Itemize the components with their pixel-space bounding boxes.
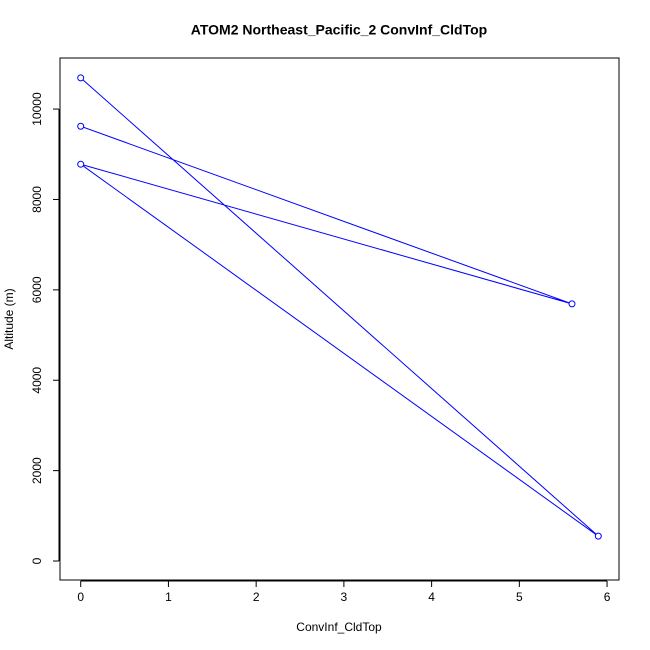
- chart-title: ATOM2 Northeast_Pacific_2 ConvInf_CldTop: [191, 22, 487, 38]
- y-tick-label: 10000: [30, 92, 44, 126]
- x-tick-label: 6: [604, 590, 611, 604]
- point: [77, 122, 85, 130]
- point: [77, 74, 85, 82]
- x-tick-label: 2: [253, 590, 260, 604]
- y-tick-label: 8000: [30, 186, 44, 213]
- x-tick-label: 5: [516, 590, 523, 604]
- x-axis-label: ConvInf_CldTop: [296, 620, 382, 634]
- point: [77, 160, 85, 168]
- point: [594, 532, 602, 540]
- x-tick-label: 0: [77, 590, 84, 604]
- plot-frame: [59, 57, 620, 581]
- x-tick-label: 1: [165, 590, 172, 604]
- y-tick-label: 0: [30, 557, 44, 564]
- x-tick-label: 4: [428, 590, 435, 604]
- x-tick-label: 3: [341, 590, 348, 604]
- y-tick-label: 6000: [30, 276, 44, 303]
- y-tick-label: 2000: [30, 457, 44, 484]
- point: [568, 300, 576, 308]
- y-axis-label: Altitude (m): [2, 288, 16, 349]
- y-tick-label: 4000: [30, 367, 44, 394]
